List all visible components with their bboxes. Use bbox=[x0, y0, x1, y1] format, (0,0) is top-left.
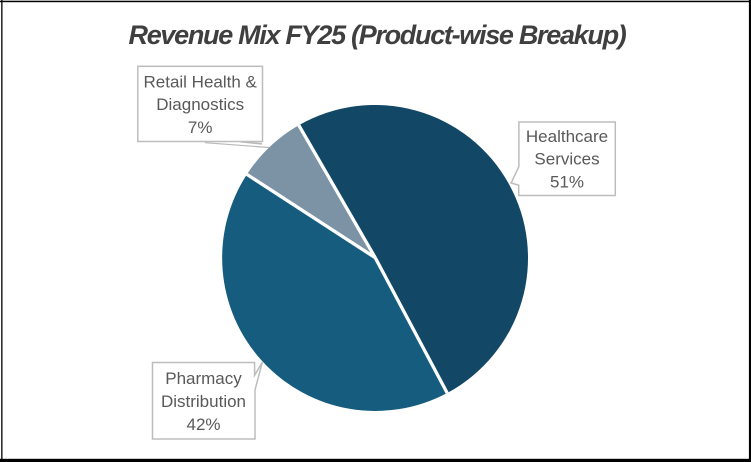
svg-text:Healthcare: Healthcare bbox=[526, 127, 608, 146]
svg-text:Distribution: Distribution bbox=[161, 392, 246, 411]
svg-text:Pharmacy: Pharmacy bbox=[165, 369, 242, 388]
svg-text:Diagnostics: Diagnostics bbox=[156, 95, 244, 114]
svg-text:Retail Health &: Retail Health & bbox=[144, 72, 258, 91]
svg-text:42%: 42% bbox=[186, 415, 220, 434]
svg-text:Services: Services bbox=[534, 150, 599, 169]
svg-text:51%: 51% bbox=[550, 173, 584, 192]
svg-text:7%: 7% bbox=[188, 118, 213, 137]
svg-text:Revenue Mix FY25 (Product-wise: Revenue Mix FY25 (Product-wise Breakup) bbox=[129, 20, 627, 50]
